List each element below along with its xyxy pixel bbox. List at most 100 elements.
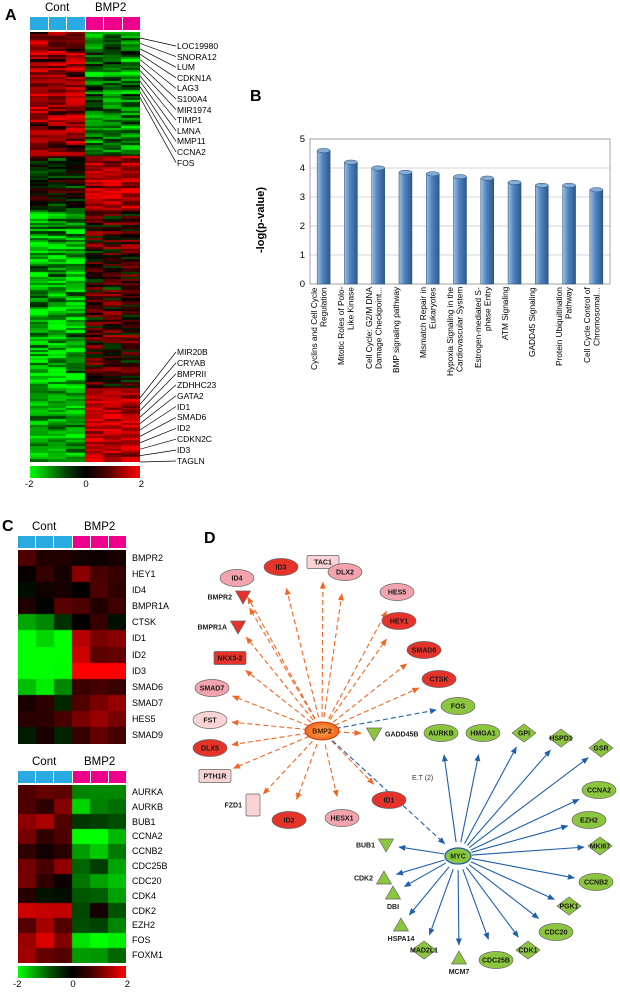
gene-label-id4: ID4 xyxy=(132,584,147,595)
network-node-hes5 xyxy=(379,583,415,601)
pathway-category-label: BMP signaling pathway xyxy=(390,287,401,374)
network-node-mad2l1 xyxy=(411,940,437,960)
svg-text:5: 5 xyxy=(300,134,305,145)
network-node-cdk1 xyxy=(515,940,541,960)
network-node-label-nkx3-2: NKX3-2 xyxy=(218,655,243,662)
panel-a-connector-lines xyxy=(140,37,177,463)
gene-label-ccna2: CCNA2 xyxy=(177,147,206,157)
gene-label-id2: ID2 xyxy=(177,423,191,434)
network-node-fos xyxy=(440,697,476,715)
network-node-label-dlx5: DLX5 xyxy=(201,745,219,752)
gene-label-snora12: SNORA12 xyxy=(177,51,217,62)
svg-text:0: 0 xyxy=(300,279,305,290)
treatment-sample-cell xyxy=(108,771,127,783)
network-node-dlx5 xyxy=(192,739,228,757)
pathway-category-label: Mismatch Repair in Eukaryotes xyxy=(418,287,438,359)
network-node-id4 xyxy=(219,569,255,587)
treatment-sample-cell xyxy=(108,536,127,548)
network-node-gsr xyxy=(588,738,614,758)
svg-text:3: 3 xyxy=(300,192,305,203)
gene-label-hey1: HEY1 xyxy=(132,568,156,579)
panel-c-letter: C xyxy=(2,518,14,535)
gene-label-id3: ID3 xyxy=(132,665,147,676)
gene-label-cdkn1a: CDKN1A xyxy=(177,72,212,83)
network-node-label-fos: FOS xyxy=(451,703,466,710)
network-node-pgk1 xyxy=(556,896,582,916)
network-node-fst xyxy=(192,711,228,729)
network-node-hesx1 xyxy=(324,809,360,827)
panel-c2-treatment-header: BMP2 xyxy=(84,756,116,768)
treatment-sample-cell xyxy=(90,536,108,548)
gene-label-bmpr1a: BMPR1A xyxy=(132,601,170,612)
network-node-label-bmpr2: BMPR2 xyxy=(207,595,232,602)
network-node-label-hspa14: HSPA14 xyxy=(388,936,415,943)
gene-label-id3: ID3 xyxy=(177,445,191,456)
gene-label-cdk2: CDK2 xyxy=(132,905,157,916)
control-sample-cell xyxy=(30,17,48,30)
panel-a-heatmap xyxy=(30,32,140,462)
panel-b-letter: B xyxy=(250,88,262,105)
network-node-label-bmpr1a: BMPR1A xyxy=(197,625,227,632)
network-node-id2 xyxy=(271,811,307,829)
control-sample-cell xyxy=(36,771,54,783)
treatment-sample-cell xyxy=(72,771,90,783)
panel-b-y-axis-title: -log(p-value) xyxy=(255,187,267,253)
colorbar-tick: -2 xyxy=(25,479,34,490)
network-node-cdc25b xyxy=(478,951,514,969)
pathway-bar-chart: 0 1 2 3 4 5 xyxy=(300,134,611,290)
network-node-ccna2 xyxy=(581,781,617,799)
network-node-gadd45b xyxy=(365,727,383,742)
gene-label-bmprii: BMPRII xyxy=(177,368,207,379)
gene-label-fos: FOS xyxy=(177,157,195,168)
network-node-tac1 xyxy=(306,555,340,569)
network-node-label-id2: ID2 xyxy=(284,817,295,824)
network-node-dbi xyxy=(384,885,402,900)
gene-label-ccna2: CCNA2 xyxy=(132,831,163,842)
treatment-sample-cell xyxy=(104,17,122,30)
gene-label-id1: ID1 xyxy=(177,401,191,412)
network-node-label-dbi: DBI xyxy=(387,904,399,911)
gene-label-gata2: GATA2 xyxy=(177,390,204,401)
network-hub-label-myc: MYC xyxy=(450,854,466,861)
pathway-category-label: Protein Ubiquitination Pathway xyxy=(554,287,574,366)
regulatory-network-diagram: E.T (2) ID4 ID3 TAC1 DLX2 HES5 BMPR2 HEY1 BMPR1A… xyxy=(192,555,617,976)
gene-label-loc19980: LOC19980 xyxy=(177,41,219,51)
gene-label-bmpr2: BMPR2 xyxy=(132,552,164,563)
network-node-label-fzd1: FZD1 xyxy=(225,803,243,810)
network-node-label-hesx1: HESX1 xyxy=(331,815,354,822)
control-sample-cell xyxy=(48,17,66,30)
network-node-dlx2 xyxy=(327,563,363,581)
network-node-label-ctsk: CTSK xyxy=(429,676,448,683)
network-node-label-cdc25b: CDC25B xyxy=(482,957,510,964)
pathway-category-label: Mitotic Roles of Polo- Like Kinase xyxy=(336,287,356,366)
network-node-label-cdc20: CDC20 xyxy=(545,929,568,936)
treatment-sample-cell xyxy=(122,17,140,30)
treatment-sample-cell xyxy=(72,536,90,548)
control-sample-cell xyxy=(54,536,72,548)
network-node-label-smad7: SMAD7 xyxy=(200,685,225,692)
gene-label-cdkn2c: CDKN2C xyxy=(177,434,212,445)
pathway-category-labels: Cyclins and Cell Cycle Regulation Mitotic… xyxy=(309,287,610,465)
network-node-id3 xyxy=(263,558,299,576)
gene-label-ezh2: EZH2 xyxy=(132,920,156,931)
gene-label-aurka: AURKA xyxy=(132,786,164,797)
gene-label-foxm1: FOXM1 xyxy=(132,950,164,961)
colorbar-tick: -2 xyxy=(13,979,22,990)
gene-label-lum: LUM xyxy=(177,62,195,73)
gene-label-fos: FOS xyxy=(132,935,151,946)
gene-label-tagln: TAGLN xyxy=(177,456,205,466)
pathway-category-label: Cyclins and Cell Cycle Regulation xyxy=(309,287,329,370)
panel-c2-sample-strip xyxy=(18,771,127,783)
network-node-label-id1: ID1 xyxy=(384,797,395,804)
gene-label-timp1: TIMP1 xyxy=(177,115,203,126)
gene-label-cdc20: CDC20 xyxy=(132,875,162,886)
network-node-label-mad2l1: MAD2L1 xyxy=(410,947,438,954)
network-node-label-id4: ID4 xyxy=(232,575,243,582)
network-node-cdc20 xyxy=(538,923,574,941)
network-node-gpi xyxy=(511,723,537,743)
gene-label-smad6: SMAD6 xyxy=(177,412,207,423)
treatment-sample-cell xyxy=(85,17,103,30)
gene-label-cdk4: CDK4 xyxy=(132,890,157,901)
network-node-label-gpi: GPI xyxy=(518,730,530,737)
network-hub-label-bmp2: BMP2 xyxy=(312,729,332,736)
